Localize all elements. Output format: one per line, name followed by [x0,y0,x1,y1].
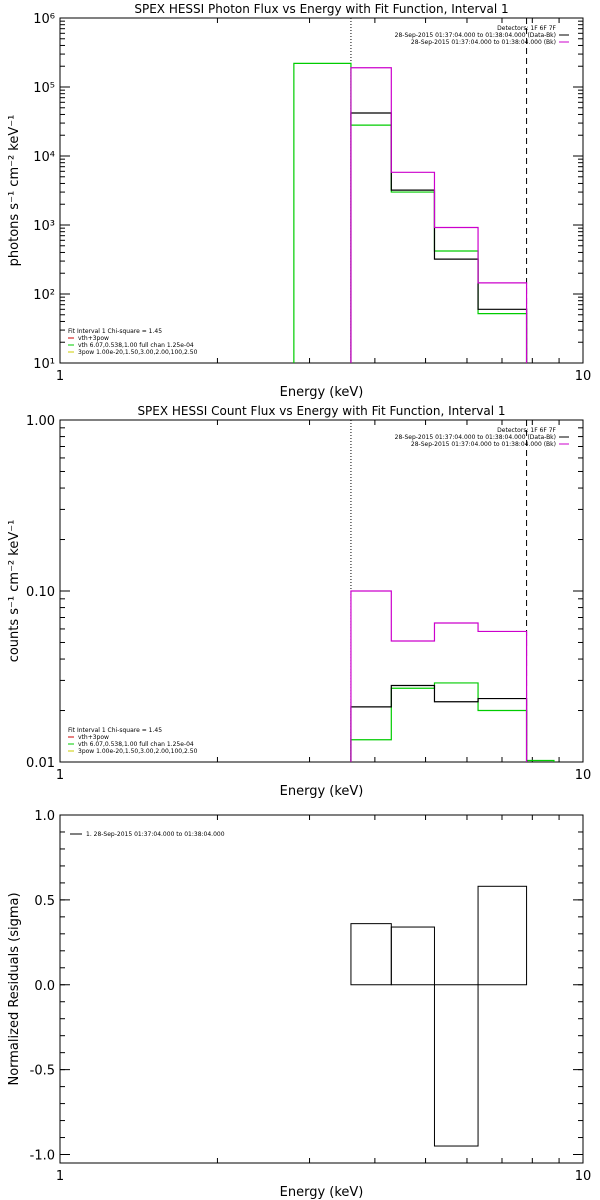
chart-panel-1: SPEX HESSI Photon Flux vs Energy with Fi… [7,2,591,400]
residual-bar [350,923,392,986]
y-tick-label: 1.00 [26,414,55,429]
y-tick-label: 10¹ [33,357,55,372]
histogram-series-1 [350,682,555,762]
x-tick-label: 1 [56,369,64,384]
legend-entry: 3pow 1.00e-20,1.50,3.00,2.00,100,2.50 [78,748,198,755]
y-tick-label: 10³ [33,219,55,234]
legend-entry: 1. 28-Sep-2015 01:37:04.000 to 01:38:04.… [86,831,225,838]
y-tick-label: 0.10 [26,585,55,600]
x-tick-label: 1 [56,768,64,783]
legend-entry: 3pow 1.00e-20,1.50,3.00,2.00,100,2.50 [78,349,198,356]
y-axis-label: Normalized Residuals (sigma) [7,892,22,1085]
y-axis-label: counts s⁻¹ cm⁻² keV⁻¹ [7,520,22,663]
histogram-series-2 [350,684,528,762]
legend-entry: Detectors: 1F 6F 7F [497,25,556,32]
y-tick-label: 0.5 [34,894,55,909]
legend-entry: Detectors: 1F 6F 7F [497,427,556,434]
histogram-series-3 [350,67,528,363]
y-tick-label: 0.0 [34,979,55,994]
x-axis-label: Energy (keV) [280,784,364,799]
residual-bar [390,926,435,986]
y-tick-label: 10² [33,288,55,303]
y-axis-label: photons s⁻¹ cm⁻² keV⁻¹ [7,115,22,267]
chart-panel-2: SPEX HESSI Count Flux vs Energy with Fit… [7,404,591,799]
residual-bar [477,885,528,986]
legend-entry: 28-Sep-2015 01:37:04.000 to 01:38:04.000… [411,39,556,46]
x-tick-label: 1 [56,1169,64,1184]
legend-entry: 28-Sep-2015 01:37:04.000 to 01:38:04.000… [395,434,556,441]
legend-entry: 28-Sep-2015 01:37:04.000 to 01:38:04.000… [411,441,556,448]
x-axis-label: Energy (keV) [280,385,364,400]
y-tick-label: -1.0 [30,1149,55,1164]
y-tick-label: -0.5 [30,1064,55,1079]
chart-title: SPEX HESSI Count Flux vs Energy with Fit… [137,404,505,418]
x-tick-label: 10 [575,768,592,783]
histogram-series-2 [350,112,528,363]
residual-bar [433,984,479,1147]
y-tick-label: 10⁴ [33,150,55,165]
legend-entry: vth+3pow [78,734,109,741]
y-tick-label: 10⁵ [33,81,55,96]
legend-entry: vth 6.07,0.538,1.00 full chan 1.25e-04 [78,342,194,349]
legend-entry: Fit Interval 1 Chi-square = 1.45 [68,727,162,734]
x-axis-label: Energy (keV) [280,1185,364,1200]
chart-title: SPEX HESSI Photon Flux vs Energy with Fi… [134,2,508,16]
histogram-series-3 [350,590,528,762]
y-tick-label: 1.0 [34,809,55,824]
legend-entry: vth+3pow [78,335,109,342]
legend-entry: Fit Interval 1 Chi-square = 1.45 [68,328,162,335]
x-tick-label: 10 [575,369,592,384]
chart-panel-3: Energy (keV) Normalized Residuals (sigma)… [7,809,591,1200]
histogram-series-1 [293,62,528,363]
y-tick-label: 0.01 [26,756,55,771]
y-tick-label: 10⁶ [33,12,55,27]
legend-entry: vth 6.07,0.538,1.00 full chan 1.25e-04 [78,741,194,748]
legend-entry: 28-Sep-2015 01:37:04.000 to 01:38:04.000… [395,32,556,39]
plot-frame [59,17,584,364]
plot-frame [59,814,584,1164]
x-tick-label: 10 [575,1169,592,1184]
